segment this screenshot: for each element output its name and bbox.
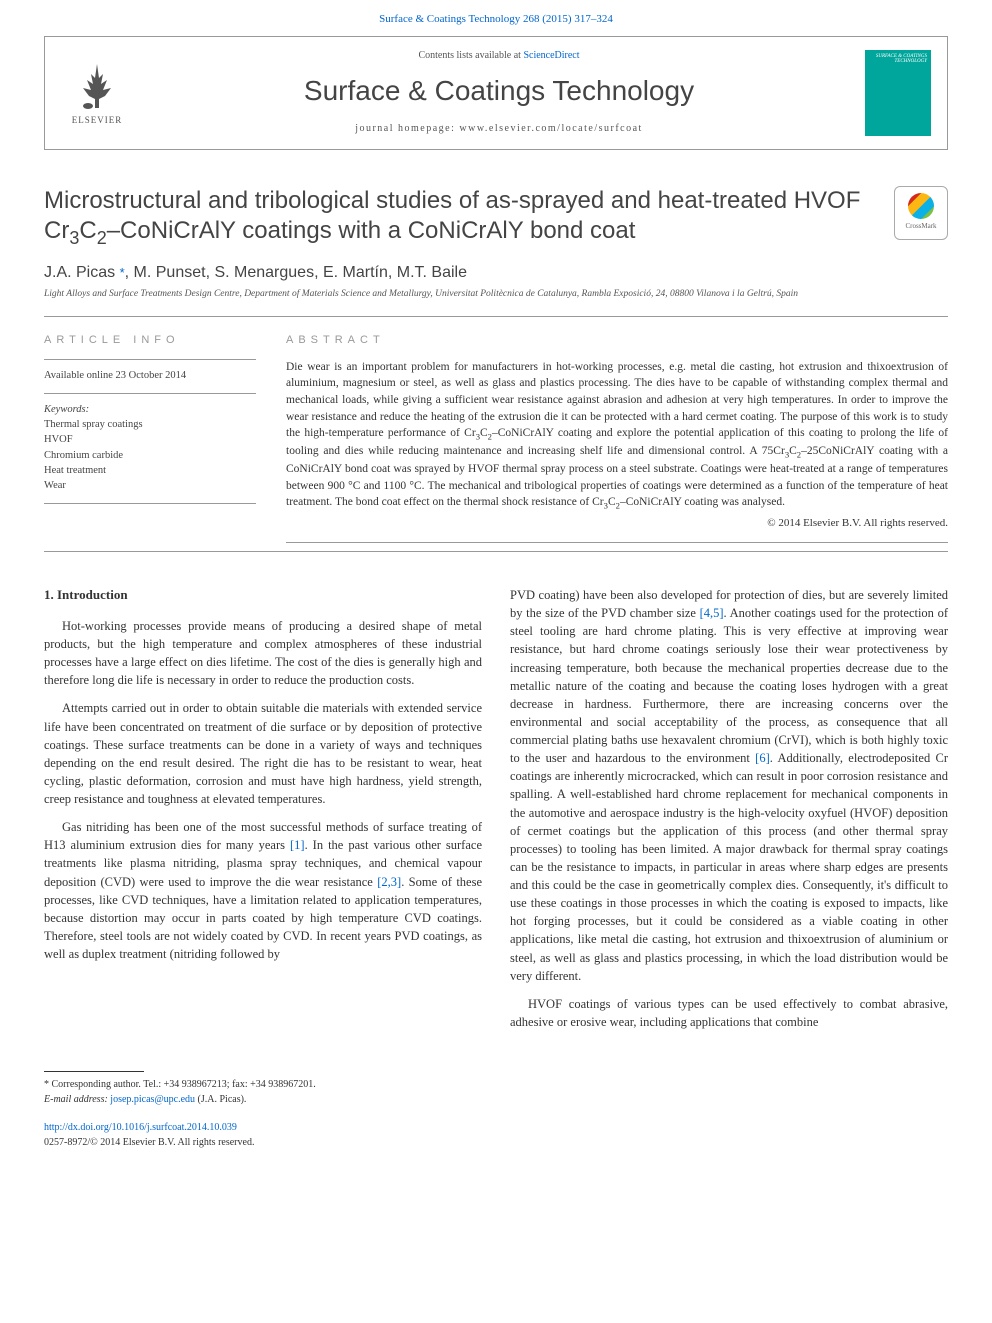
divider-bottom	[44, 551, 948, 552]
paragraph: PVD coating) have been also developed fo…	[510, 586, 948, 985]
corresponding-author: * Corresponding author. Tel.: +34 938967…	[44, 1078, 948, 1093]
contents-prefix: Contents lists available at	[418, 50, 523, 61]
paragraph: Attempts carried out in order to obtain …	[44, 699, 482, 808]
info-label: ARTICLE INFO	[44, 333, 256, 349]
journal-cover: SURFACE & COATINGS TECHNOLOGY	[865, 50, 931, 136]
header-center: Contents lists available at ScienceDirec…	[149, 49, 849, 137]
authors-line: J.A. Picas *, M. Punset, S. Menargues, E…	[44, 261, 948, 284]
keywords-label: Keywords:	[44, 402, 256, 417]
info-hr-2	[44, 393, 256, 394]
cover-title: SURFACE & COATINGS TECHNOLOGY	[869, 54, 927, 65]
citation-link[interactable]: [6]	[755, 751, 770, 765]
divider-top	[44, 316, 948, 317]
affiliation: Light Alloys and Surface Treatments Desi…	[44, 288, 948, 302]
footer-corresponding: * Corresponding author. Tel.: +34 938967…	[44, 1071, 948, 1107]
info-hr-3	[44, 503, 256, 504]
keyword: HVOF	[44, 432, 256, 447]
abstract-text: Die wear is an important problem for man…	[286, 359, 948, 512]
email-label: E-mail address:	[44, 1094, 110, 1105]
issn-copyright: 0257-8972/© 2014 Elsevier B.V. All right…	[44, 1136, 948, 1151]
homepage-prefix: journal homepage:	[355, 123, 459, 134]
paragraph: Gas nitriding has been one of the most s…	[44, 818, 482, 963]
abstract-copyright: © 2014 Elsevier B.V. All rights reserved…	[286, 516, 948, 532]
article-info: ARTICLE INFO Available online 23 October…	[44, 333, 256, 551]
text-run: . Another coatings used for the protecti…	[510, 606, 948, 765]
text-run: . Additionally, electrodeposited Cr coat…	[510, 751, 948, 983]
footnote-rule	[44, 1071, 144, 1072]
keyword: Chromium carbide	[44, 448, 256, 463]
doi-block: http://dx.doi.org/10.1016/j.surfcoat.201…	[44, 1121, 948, 1150]
crossmark-label: CrossMark	[905, 221, 936, 231]
author-1: J.A. Picas	[44, 264, 120, 281]
abstract-hr	[286, 542, 948, 543]
homepage-url[interactable]: www.elsevier.com/locate/surfcoat	[459, 123, 642, 134]
journal-name: Surface & Coatings Technology	[149, 71, 849, 112]
available-online: Available online 23 October 2014	[44, 368, 256, 383]
email-suffix: (J.A. Picas).	[195, 1094, 246, 1105]
left-column: 1. Introduction Hot-working processes pr…	[44, 586, 482, 1041]
abstract: ABSTRACT Die wear is an important proble…	[286, 333, 948, 551]
email-line: E-mail address: josep.picas@upc.edu (J.A…	[44, 1093, 948, 1108]
keyword: Wear	[44, 478, 256, 493]
elsevier-tree-icon	[73, 58, 121, 112]
abstract-label: ABSTRACT	[286, 333, 948, 349]
citation-link[interactable]: [4,5]	[700, 606, 724, 620]
info-hr-1	[44, 359, 256, 360]
keyword: Heat treatment	[44, 463, 256, 478]
journal-homepage: journal homepage: www.elsevier.com/locat…	[149, 122, 849, 137]
journal-header: ELSEVIER Contents lists available at Sci…	[44, 36, 948, 150]
email-link[interactable]: josep.picas@upc.edu	[110, 1094, 195, 1105]
right-column: PVD coating) have been also developed fo…	[510, 586, 948, 1041]
sciencedirect-link[interactable]: ScienceDirect	[523, 50, 579, 61]
authors-rest: , M. Punset, S. Menargues, E. Martín, M.…	[125, 264, 467, 281]
citation-link[interactable]: [1]	[290, 838, 305, 852]
elsevier-text: ELSEVIER	[72, 114, 123, 127]
crossmark-icon	[908, 193, 934, 219]
introduction-heading: 1. Introduction	[44, 586, 482, 605]
elsevier-logo: ELSEVIER	[61, 53, 133, 133]
doi-link[interactable]: http://dx.doi.org/10.1016/j.surfcoat.201…	[44, 1122, 237, 1133]
paragraph: Hot-working processes provide means of p…	[44, 617, 482, 690]
citation-link[interactable]: Surface & Coatings Technology 268 (2015)…	[379, 13, 613, 25]
keyword: Thermal spray coatings	[44, 417, 256, 432]
paragraph: HVOF coatings of various types can be us…	[510, 995, 948, 1031]
crossmark-badge[interactable]: CrossMark	[894, 186, 948, 240]
contents-line: Contents lists available at ScienceDirec…	[149, 49, 849, 64]
article-title: Microstructural and tribological studies…	[44, 186, 882, 249]
citation-link[interactable]: [2,3]	[377, 875, 401, 889]
citation-bar: Surface & Coatings Technology 268 (2015)…	[0, 0, 992, 36]
body-columns: 1. Introduction Hot-working processes pr…	[44, 586, 948, 1041]
